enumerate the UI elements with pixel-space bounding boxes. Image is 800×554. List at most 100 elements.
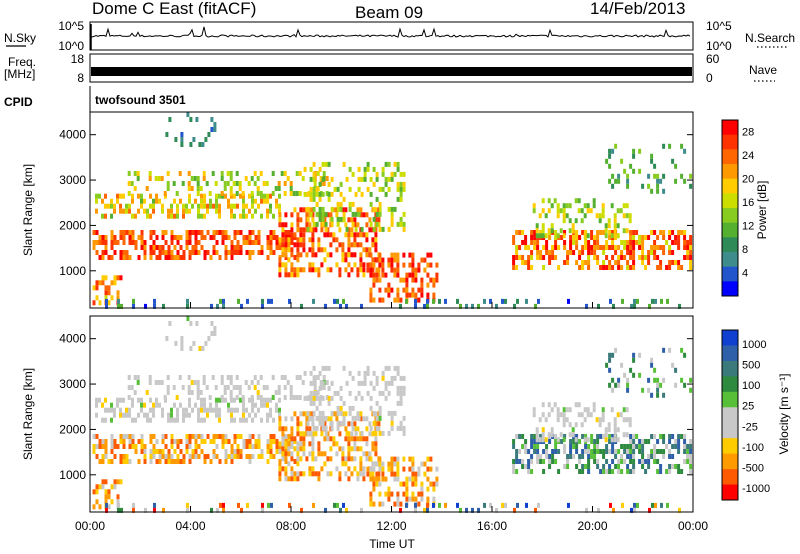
velocity-cell (602, 469, 606, 474)
velocity-cell (359, 446, 363, 452)
velocity-cell (293, 436, 297, 442)
velocity-cell (348, 410, 352, 416)
velocity-cell (296, 451, 300, 457)
power-cell (321, 176, 325, 182)
velocity-cell (584, 449, 588, 454)
power-cell (362, 212, 366, 218)
power-cell (593, 250, 597, 255)
velocity-cell (374, 441, 378, 447)
velocity-cell (143, 444, 147, 449)
velocity-cell (180, 336, 184, 341)
velocity-cell (302, 451, 306, 457)
velocity-cell (483, 502, 486, 508)
power-cell (585, 303, 588, 309)
velocity-cell (372, 481, 376, 487)
velocity-cell (140, 407, 143, 413)
power-cell (266, 198, 269, 204)
power-cell (182, 250, 186, 255)
velocity-cell (656, 469, 660, 474)
power-cell (170, 213, 173, 219)
velocity-cell (626, 454, 630, 459)
power-cell (194, 240, 198, 245)
velocity-cell (353, 446, 357, 452)
velocity-cell (632, 459, 636, 464)
velocity-cell (312, 375, 316, 381)
velocity-cell (625, 407, 629, 413)
power-cell (239, 245, 243, 250)
velocity-cell (387, 491, 391, 497)
velocity-cell (339, 420, 343, 426)
velocity-cell (375, 476, 379, 482)
velocity-cell (605, 459, 609, 464)
velocity-cell (104, 499, 108, 505)
velocity-cell (245, 439, 249, 444)
velocity-cell (155, 439, 159, 444)
velocity-cell (596, 434, 600, 439)
power-cell (350, 232, 354, 238)
power-cell (221, 193, 224, 199)
power-cell (248, 255, 252, 260)
power-cell (215, 203, 218, 209)
velocity-cell (136, 375, 140, 380)
velocity-cell (530, 459, 534, 464)
power-cell (269, 240, 273, 245)
power-cell (369, 201, 373, 207)
power-cell (595, 213, 599, 219)
power-cell (170, 208, 173, 214)
power-cell (587, 240, 591, 245)
velocity-cell (353, 436, 357, 442)
velocity-cell (311, 451, 315, 457)
power-cell (402, 226, 406, 232)
power-cell (399, 181, 403, 187)
power-colorbar-tick: 12 (742, 221, 754, 233)
power-cell (194, 198, 197, 204)
velocity-cell (152, 402, 155, 408)
power-cell (101, 255, 105, 260)
power-cell (396, 257, 400, 263)
power-cell (399, 196, 403, 202)
power-cell (236, 240, 240, 245)
velocity-cell (189, 321, 193, 326)
velocity-cell (179, 449, 183, 454)
velocity-cell (611, 434, 615, 439)
power-cell (417, 297, 421, 303)
power-cell (290, 272, 294, 278)
velocity-cell (176, 444, 180, 449)
velocity-cell (116, 402, 119, 408)
velocity-cell (341, 456, 345, 462)
velocity-cell (360, 430, 364, 436)
power-cell (203, 250, 207, 255)
velocity-cell (559, 432, 563, 438)
velocity-cell (257, 444, 261, 449)
power-colorbar-tick: 20 (742, 174, 754, 186)
velocity-cell (284, 456, 288, 462)
power-cell (204, 137, 208, 142)
velocity-cell (399, 390, 403, 396)
power-cell (180, 142, 184, 147)
velocity-cell (668, 439, 672, 444)
power-cell (240, 303, 243, 309)
power-cell (674, 235, 678, 240)
velocity-cell (356, 446, 360, 452)
velocity-cell (194, 449, 198, 454)
power-cell (203, 198, 206, 204)
power-cell (396, 221, 400, 227)
velocity-cell (626, 377, 630, 383)
power-cell (296, 212, 300, 218)
velocity-cell (357, 415, 361, 421)
power-cell (245, 250, 249, 255)
velocity-cell (110, 499, 114, 505)
power-cell (620, 158, 624, 164)
velocity-cell (356, 436, 360, 442)
power-cell (302, 207, 306, 213)
velocity-cell (125, 434, 129, 439)
velocity-cell (242, 402, 245, 408)
velocity-cell (113, 407, 116, 413)
power-cell (583, 233, 587, 239)
velocity-cell (414, 507, 417, 513)
power-cell (411, 287, 415, 293)
velocity-colorbar-segment (722, 484, 738, 501)
freq-frame (89, 53, 694, 83)
power-cell (227, 198, 230, 204)
velocity-cell (620, 454, 624, 459)
